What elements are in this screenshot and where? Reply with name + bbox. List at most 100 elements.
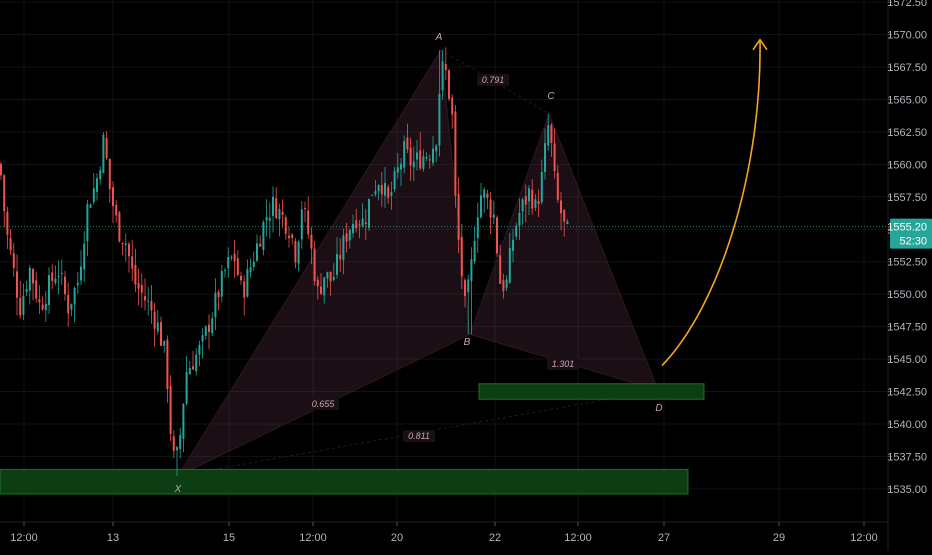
price-tick-label: 1572.50	[887, 0, 927, 9]
candle	[419, 132, 422, 171]
candle	[137, 268, 140, 306]
time-axis[interactable]: 12:00 13 15 12:00 20 22 12:00 27 29 12:00	[0, 521, 888, 544]
candle	[96, 173, 98, 201]
candle	[470, 247, 473, 335]
candle	[249, 258, 252, 278]
candle-body	[454, 111, 457, 196]
candle-body	[0, 163, 2, 176]
candle	[451, 94, 454, 129]
candle	[480, 183, 482, 219]
candle-body	[166, 339, 169, 390]
candle	[544, 128, 546, 180]
price-tick-label: 1542.50	[887, 387, 927, 399]
candle	[19, 280, 22, 319]
candle	[326, 271, 329, 288]
candle-body	[176, 447, 178, 451]
candle	[553, 128, 556, 179]
candle	[259, 235, 262, 247]
candle-body	[89, 204, 92, 208]
candle-body	[217, 292, 220, 298]
candle	[345, 222, 348, 253]
candle-body	[160, 322, 162, 346]
time-tick-label: 12:00	[10, 532, 38, 544]
price-tick-label: 1550.00	[887, 289, 927, 301]
candle	[131, 239, 134, 281]
ratio-value: 0.655	[312, 399, 336, 409]
ratio-badge-bg	[403, 430, 435, 442]
candle	[483, 187, 486, 213]
candle-body	[6, 211, 9, 235]
candle-body	[179, 435, 182, 450]
candle	[358, 220, 361, 239]
candle	[32, 267, 34, 301]
candle	[89, 203, 92, 209]
candle	[64, 270, 66, 301]
pattern-labels: X A B C D 0.791 0.655 1.301 0.811	[174, 32, 663, 495]
candle-body	[460, 236, 463, 277]
price-tick-label: 1545.00	[887, 354, 927, 366]
candle-body	[268, 217, 271, 221]
candle-body	[566, 221, 569, 225]
candle-body	[505, 279, 508, 289]
candle-body	[537, 200, 540, 205]
candle	[54, 265, 57, 286]
candle	[204, 325, 207, 340]
candle-body	[310, 234, 313, 249]
candle	[489, 191, 492, 235]
time-tick-label: 13	[107, 532, 119, 544]
candle	[352, 214, 354, 238]
candle	[499, 244, 502, 284]
candle-body	[188, 368, 191, 375]
candle	[320, 272, 322, 295]
candle-body	[220, 271, 223, 297]
candle	[486, 189, 489, 210]
candle	[403, 135, 406, 174]
time-tick-label: 27	[658, 532, 670, 544]
candle-body	[553, 143, 556, 171]
candle-body	[284, 216, 287, 234]
candle-body	[345, 233, 348, 242]
ratio-badge-bg	[547, 358, 579, 370]
candle-body	[448, 70, 450, 99]
candle-body	[38, 299, 41, 303]
candle	[201, 328, 204, 359]
candle-body	[377, 185, 380, 192]
candle	[368, 198, 370, 232]
candle	[563, 209, 566, 237]
candle-body	[540, 172, 543, 203]
candle	[409, 137, 412, 181]
candle	[102, 132, 105, 173]
candle-body	[182, 404, 185, 439]
candle-body	[470, 259, 473, 282]
candle	[435, 143, 438, 162]
candle-body	[508, 247, 511, 283]
candles	[0, 47, 569, 476]
candle	[406, 123, 409, 154]
candle	[496, 215, 498, 257]
candle	[400, 158, 402, 187]
candle	[313, 241, 316, 286]
candle	[393, 166, 396, 193]
candle-body	[332, 276, 335, 280]
pattern-point-d: D	[655, 403, 662, 414]
candle-body	[105, 138, 108, 158]
candle	[377, 183, 380, 201]
candle	[531, 179, 534, 215]
candle	[220, 264, 223, 303]
candle-body	[153, 311, 156, 329]
price-axis[interactable]: 1572.50 1570.00 1567.50 1565.00 1562.50 1560.…	[887, 0, 932, 550]
candle-body	[240, 276, 242, 281]
candle-body	[83, 243, 86, 270]
candle	[51, 264, 54, 289]
candle-body	[422, 156, 425, 169]
candle-body	[156, 322, 159, 332]
candle-body	[278, 209, 281, 220]
ratio-value: 0.791	[482, 75, 505, 85]
demand-zones	[0, 383, 705, 495]
candle	[198, 340, 201, 367]
candle-body	[44, 303, 47, 310]
candle-body	[9, 238, 12, 251]
candle	[112, 181, 114, 223]
